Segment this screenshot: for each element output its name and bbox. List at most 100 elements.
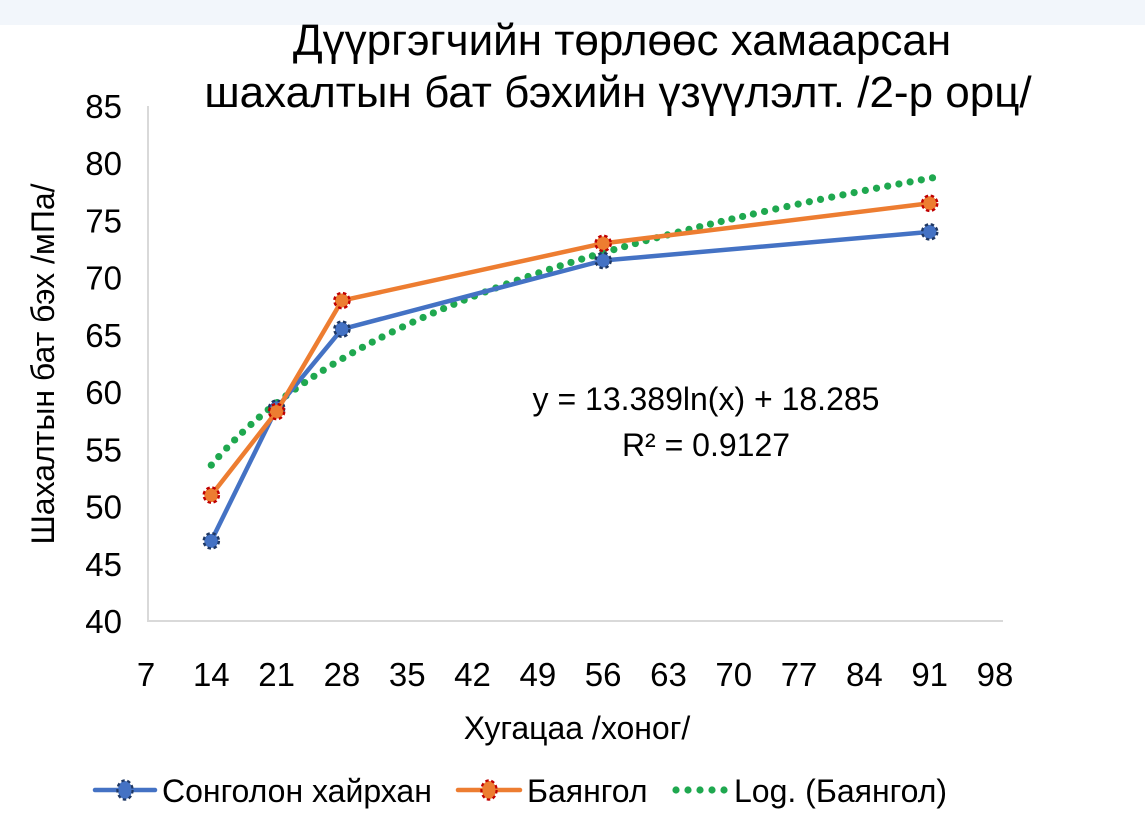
plot-area: 40 45 50 55 60 65 70 75 80 85 7 14 21 28 35 42 49 56 63 70 7… — [85, 88, 1013, 693]
trendline-dot — [588, 252, 597, 260]
x-tick-label: 7 — [137, 656, 155, 693]
legend-marker-log-trendline — [672, 786, 728, 794]
trendline-dot — [917, 176, 925, 184]
trendline-dot — [223, 444, 231, 452]
trendline-dot — [717, 217, 725, 226]
x-tick-label: 98 — [977, 656, 1014, 693]
trendline-dot — [440, 304, 448, 313]
series-0-marker — [334, 322, 349, 337]
series-1-marker-ring — [202, 486, 221, 504]
trendline-dot — [409, 318, 417, 326]
x-tick-label: 21 — [258, 656, 295, 693]
trendline-dot — [319, 366, 327, 374]
trendline-r-squared-label: R² = 0.9127 — [622, 427, 790, 463]
trendline-dot — [816, 195, 825, 204]
series-1-marker — [596, 236, 611, 251]
trendline-dot — [828, 193, 836, 201]
y-tick-label: 60 — [85, 374, 122, 411]
chart-legend: Сонголон хайрхан Баянгол Log. (Баянгол) — [92, 773, 947, 809]
trendline-dot — [928, 174, 937, 182]
series-line-1 — [209, 201, 932, 498]
y-axis-title: Шахалтын бат бэх /мПа/ — [25, 183, 61, 544]
y-tick-label: 40 — [85, 603, 122, 640]
trendline-dot — [429, 309, 437, 317]
trendline-dot — [567, 258, 575, 267]
trendline-dot — [884, 182, 892, 190]
y-tick-label: 80 — [85, 145, 122, 182]
x-tick-label: 14 — [193, 656, 230, 693]
trendline-dot — [760, 207, 769, 216]
legend-label-bayangol: Баянгол — [527, 773, 648, 809]
trendline-dot — [349, 349, 357, 357]
x-tick-label: 91 — [911, 656, 948, 693]
trendline-dot — [368, 338, 376, 346]
x-tick-label: 49 — [519, 656, 556, 693]
y-tick-label: 50 — [85, 489, 122, 526]
trendline-dot — [578, 255, 586, 263]
y-tick-label: 70 — [85, 260, 122, 297]
trendline-dot — [794, 200, 802, 208]
chart-title-line2: шахалтын бат бэхийн үзүүлэлт. /2-р орц/ — [204, 68, 1032, 117]
trendline-dot — [872, 184, 881, 192]
trendline-dot — [419, 313, 427, 322]
trendline-dot — [839, 191, 847, 199]
trendline-dot — [310, 372, 318, 380]
x-tick-label: 77 — [781, 656, 818, 693]
trendline-dot — [783, 202, 791, 211]
series-0-marker-ring — [333, 320, 351, 338]
series-0-marker-ring — [202, 532, 221, 550]
legend-marker-songolon — [92, 779, 158, 801]
trendline-dot — [895, 180, 903, 188]
trendline-dot — [329, 360, 337, 368]
trendline-equation-label: y = 13.389ln(x) + 18.285 — [533, 381, 880, 417]
trendline-dot — [231, 436, 239, 444]
trendline-dot — [749, 210, 757, 218]
trendline-dot — [772, 205, 780, 213]
trendline-dot — [358, 343, 367, 351]
trendline-dot — [728, 215, 736, 223]
series-1-marker-ring — [267, 402, 286, 421]
series-1-marker — [204, 488, 219, 503]
x-tick-label: 84 — [846, 656, 883, 693]
trendline-dot — [215, 453, 223, 461]
trendline-dot — [398, 323, 407, 331]
x-tick-label: 42 — [454, 656, 491, 693]
series-1-marker — [334, 293, 349, 308]
trendline-dot — [247, 420, 255, 429]
series-1-marker — [269, 404, 284, 419]
series-0-marker — [204, 533, 219, 548]
trendline-dot — [696, 223, 704, 231]
trendline-dot — [255, 413, 263, 421]
y-tick-label: 75 — [85, 202, 122, 239]
trendline-dot — [610, 245, 618, 254]
page-top-strip — [0, 0, 1145, 25]
x-tick-label: 56 — [585, 656, 622, 693]
axis-lines — [147, 106, 1003, 622]
trendline-dot — [238, 428, 247, 436]
chart-title-line1: Дүүргэгчийн төрлөөс хамаарсан — [293, 16, 951, 65]
y-tick-label: 45 — [85, 546, 122, 583]
trendline-dot — [556, 262, 564, 270]
trendline-dot — [301, 378, 309, 387]
trendline-dot — [906, 178, 914, 186]
x-tick-label: 70 — [715, 656, 752, 693]
x-tick-label: 28 — [324, 656, 361, 693]
y-tick-label: 65 — [85, 317, 122, 354]
x-tick-label: 63 — [650, 656, 687, 693]
legend-marker-bayangol — [455, 779, 523, 801]
trendline-dot — [339, 354, 347, 362]
trendline-dot — [739, 212, 747, 221]
series-1-marker-ring — [920, 194, 939, 213]
trendline-dot — [706, 220, 715, 228]
x-axis-title: Хугацаа /хоног/ — [464, 710, 691, 746]
series-0-marker-ring — [920, 223, 939, 241]
legend-label-log-trendline: Log. (Баянгол) — [734, 773, 947, 809]
series-0-marker — [922, 224, 937, 239]
series-1-marker — [922, 196, 937, 211]
trendline-dot — [861, 186, 869, 195]
legend-label-songolon: Сонголон хайрхан — [162, 773, 432, 809]
trendline-dot — [621, 242, 629, 251]
x-tick-label: 35 — [389, 656, 426, 693]
